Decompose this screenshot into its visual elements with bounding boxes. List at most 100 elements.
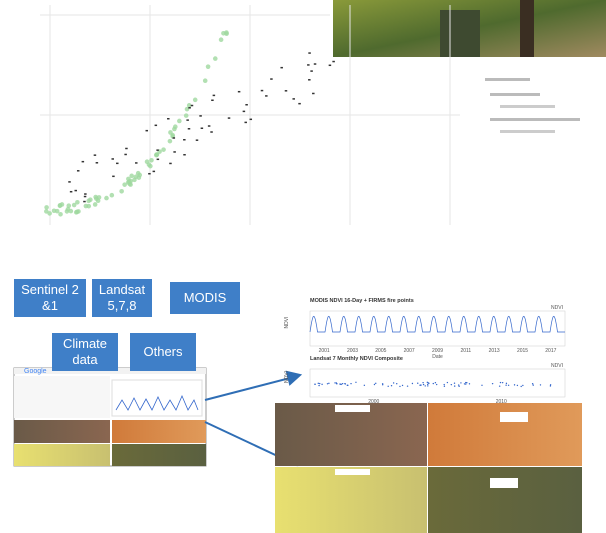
series-dot	[451, 384, 452, 385]
series-dot	[550, 385, 551, 386]
mini-map	[14, 420, 110, 443]
x-tick-label: 2017	[545, 348, 556, 354]
scatter-point	[298, 103, 301, 105]
map-label	[500, 412, 528, 422]
mini-map	[112, 444, 206, 466]
series-dot	[506, 383, 507, 384]
map-label	[335, 469, 370, 475]
scatter-point	[58, 212, 63, 217]
scatter-point	[270, 78, 273, 80]
scatter-point	[168, 139, 173, 144]
scatter-point	[70, 191, 73, 193]
scatter-point	[44, 205, 49, 210]
button-text: Sentinel 2	[21, 282, 79, 298]
scatter-point	[104, 196, 109, 201]
scatter-point	[86, 204, 91, 209]
plot-area	[310, 369, 565, 397]
scatter-point	[119, 189, 124, 194]
button-text: Others	[143, 344, 182, 360]
x-tick-label: 2005	[375, 348, 386, 354]
series-dot	[364, 385, 365, 386]
scatter-point	[148, 173, 151, 175]
series-dot	[336, 383, 337, 384]
series-dot	[412, 383, 413, 384]
scatter-point	[332, 61, 335, 63]
series-dot	[407, 385, 408, 386]
scatter-point	[94, 154, 97, 156]
source-button[interactable]: Sentinel 2&1	[14, 279, 86, 317]
series-dot	[514, 384, 515, 385]
scatter-point	[265, 95, 268, 97]
series-dot	[422, 382, 423, 383]
chart-title: Landsat 7 Monthly NDVI Composite	[310, 356, 403, 362]
scatter-point	[201, 128, 204, 130]
scatter-point	[128, 179, 133, 184]
scatter-point	[173, 137, 176, 139]
series-dot	[425, 385, 426, 386]
series-dot	[314, 383, 315, 384]
scatter-point	[310, 70, 313, 72]
series-dot	[402, 385, 403, 386]
series-dot	[443, 384, 444, 385]
scatter-point	[188, 107, 191, 109]
series-dot	[540, 384, 541, 385]
scatter-point	[60, 202, 65, 207]
mini-chart	[112, 380, 202, 416]
scatter-point	[161, 147, 166, 152]
scatter-point	[83, 201, 86, 203]
scatter-point	[213, 95, 216, 97]
source-button[interactable]: MODIS	[170, 282, 240, 314]
series-dot	[350, 383, 351, 384]
series-dot	[327, 383, 328, 384]
map-quad	[275, 403, 582, 533]
scatter-point	[47, 211, 52, 216]
scatter-point	[211, 100, 214, 102]
series-dot	[344, 383, 345, 384]
button-text: &1	[42, 298, 58, 314]
scatter-point	[183, 154, 186, 156]
scatter-point	[154, 152, 159, 157]
series-dot	[334, 382, 335, 383]
charts: MODIS NDVI 16-Day + FIRMS fire points NDV…	[284, 298, 565, 411]
scatter-point	[146, 130, 149, 132]
button-text: 5,7,8	[108, 298, 137, 314]
map	[275, 467, 427, 533]
scatter-point	[69, 209, 74, 214]
series-line	[310, 316, 565, 332]
scatter-point	[135, 162, 138, 164]
series-dot	[328, 383, 329, 384]
y-label: NDVI	[284, 317, 290, 329]
series-dot	[458, 386, 459, 387]
scatter-point	[243, 111, 246, 113]
series-dot	[399, 386, 400, 387]
scatter-point	[261, 90, 264, 92]
series-dot	[435, 382, 436, 383]
x-tick-label: 2001	[319, 348, 330, 354]
series-dot	[428, 383, 429, 384]
scatter-point	[116, 163, 119, 165]
scatter-point	[96, 162, 99, 164]
series-dot	[340, 384, 341, 385]
scatter-point	[308, 52, 311, 54]
series-dot	[522, 385, 523, 386]
chart-title: MODIS NDVI 16-Day + FIRMS fire points	[310, 298, 414, 304]
series-dot	[517, 385, 518, 386]
scatter-point	[177, 119, 182, 124]
code-editor	[14, 376, 110, 418]
series-dot	[508, 385, 509, 386]
scatter-point	[168, 130, 173, 135]
series-dot	[393, 382, 394, 383]
scatter-point	[228, 117, 231, 119]
series-dot	[499, 385, 500, 386]
mini-map	[112, 420, 206, 443]
scatter-point	[66, 203, 71, 208]
series-dot	[417, 383, 418, 384]
scatter-point	[153, 171, 156, 173]
scatter-point	[112, 176, 115, 178]
scatter-point	[169, 163, 172, 165]
series-dot	[318, 383, 319, 384]
series-dot	[375, 383, 376, 384]
source-button[interactable]: Others	[130, 333, 196, 371]
